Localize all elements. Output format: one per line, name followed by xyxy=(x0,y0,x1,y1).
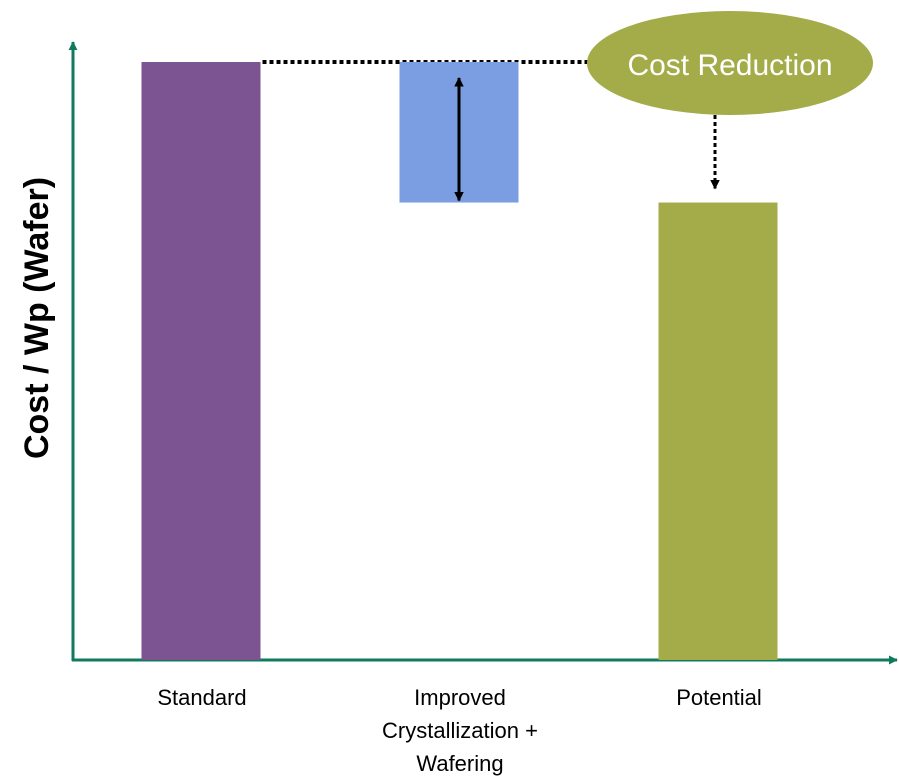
x-tick-label-1-1: Crystallization + xyxy=(382,718,538,743)
x-tick-label-2-0: Potential xyxy=(676,685,762,710)
bar-2 xyxy=(658,202,778,660)
bar-0 xyxy=(141,62,261,660)
y-axis-label: Cost / Wp (Wafer) xyxy=(18,177,56,459)
callout-label: Cost Reduction xyxy=(627,49,832,82)
x-tick-label-0-0: Standard xyxy=(157,685,246,710)
x-tick-label-1-0: Improved xyxy=(414,685,506,710)
cost-reduction-callout xyxy=(587,11,873,115)
x-tick-label-1-2: Wafering xyxy=(416,751,503,776)
